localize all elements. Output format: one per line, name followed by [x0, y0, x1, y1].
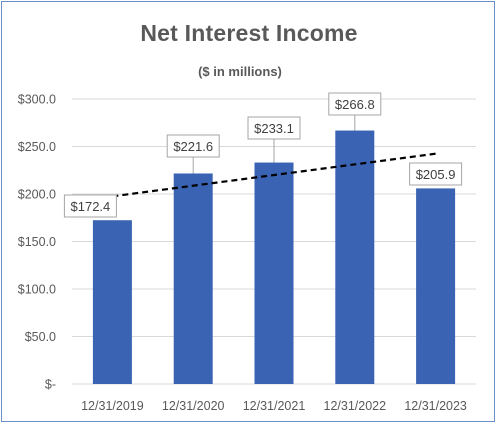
x-tick-label: 12/31/2020 [162, 399, 225, 413]
data-label-box [247, 116, 301, 140]
bar [173, 173, 213, 384]
data-label: $233.1 [254, 121, 294, 136]
y-tick-label: $100.0 [18, 283, 56, 297]
bar [335, 130, 375, 384]
x-tick-label: 12/31/2021 [243, 399, 306, 413]
y-tick-label: $300.0 [18, 93, 56, 107]
data-label: $205.9 [416, 167, 456, 182]
y-tick-label: $250.0 [18, 140, 56, 154]
data-label-box [166, 134, 220, 158]
data-label-box [328, 92, 382, 116]
y-tick-label: $- [45, 378, 56, 392]
bar [416, 188, 456, 384]
y-tick-label: $200.0 [18, 188, 56, 202]
data-label-box [409, 162, 463, 186]
x-tick-label: 12/31/2023 [404, 399, 467, 413]
bar [254, 162, 294, 384]
data-label-box [63, 194, 117, 218]
x-tick-label: 12/31/2022 [324, 399, 387, 413]
data-label: $172.4 [71, 199, 111, 214]
data-label: $221.6 [173, 139, 213, 154]
bar [92, 220, 132, 384]
x-tick-label: 12/31/2019 [81, 399, 144, 413]
chart-subtitle: ($ in millions) [198, 64, 282, 79]
y-tick-label: $150.0 [18, 235, 56, 249]
chart-title: Net Interest Income [140, 20, 358, 46]
y-tick-label: $50.0 [25, 330, 56, 344]
data-label: $266.8 [335, 97, 375, 112]
trendline [112, 152, 436, 198]
